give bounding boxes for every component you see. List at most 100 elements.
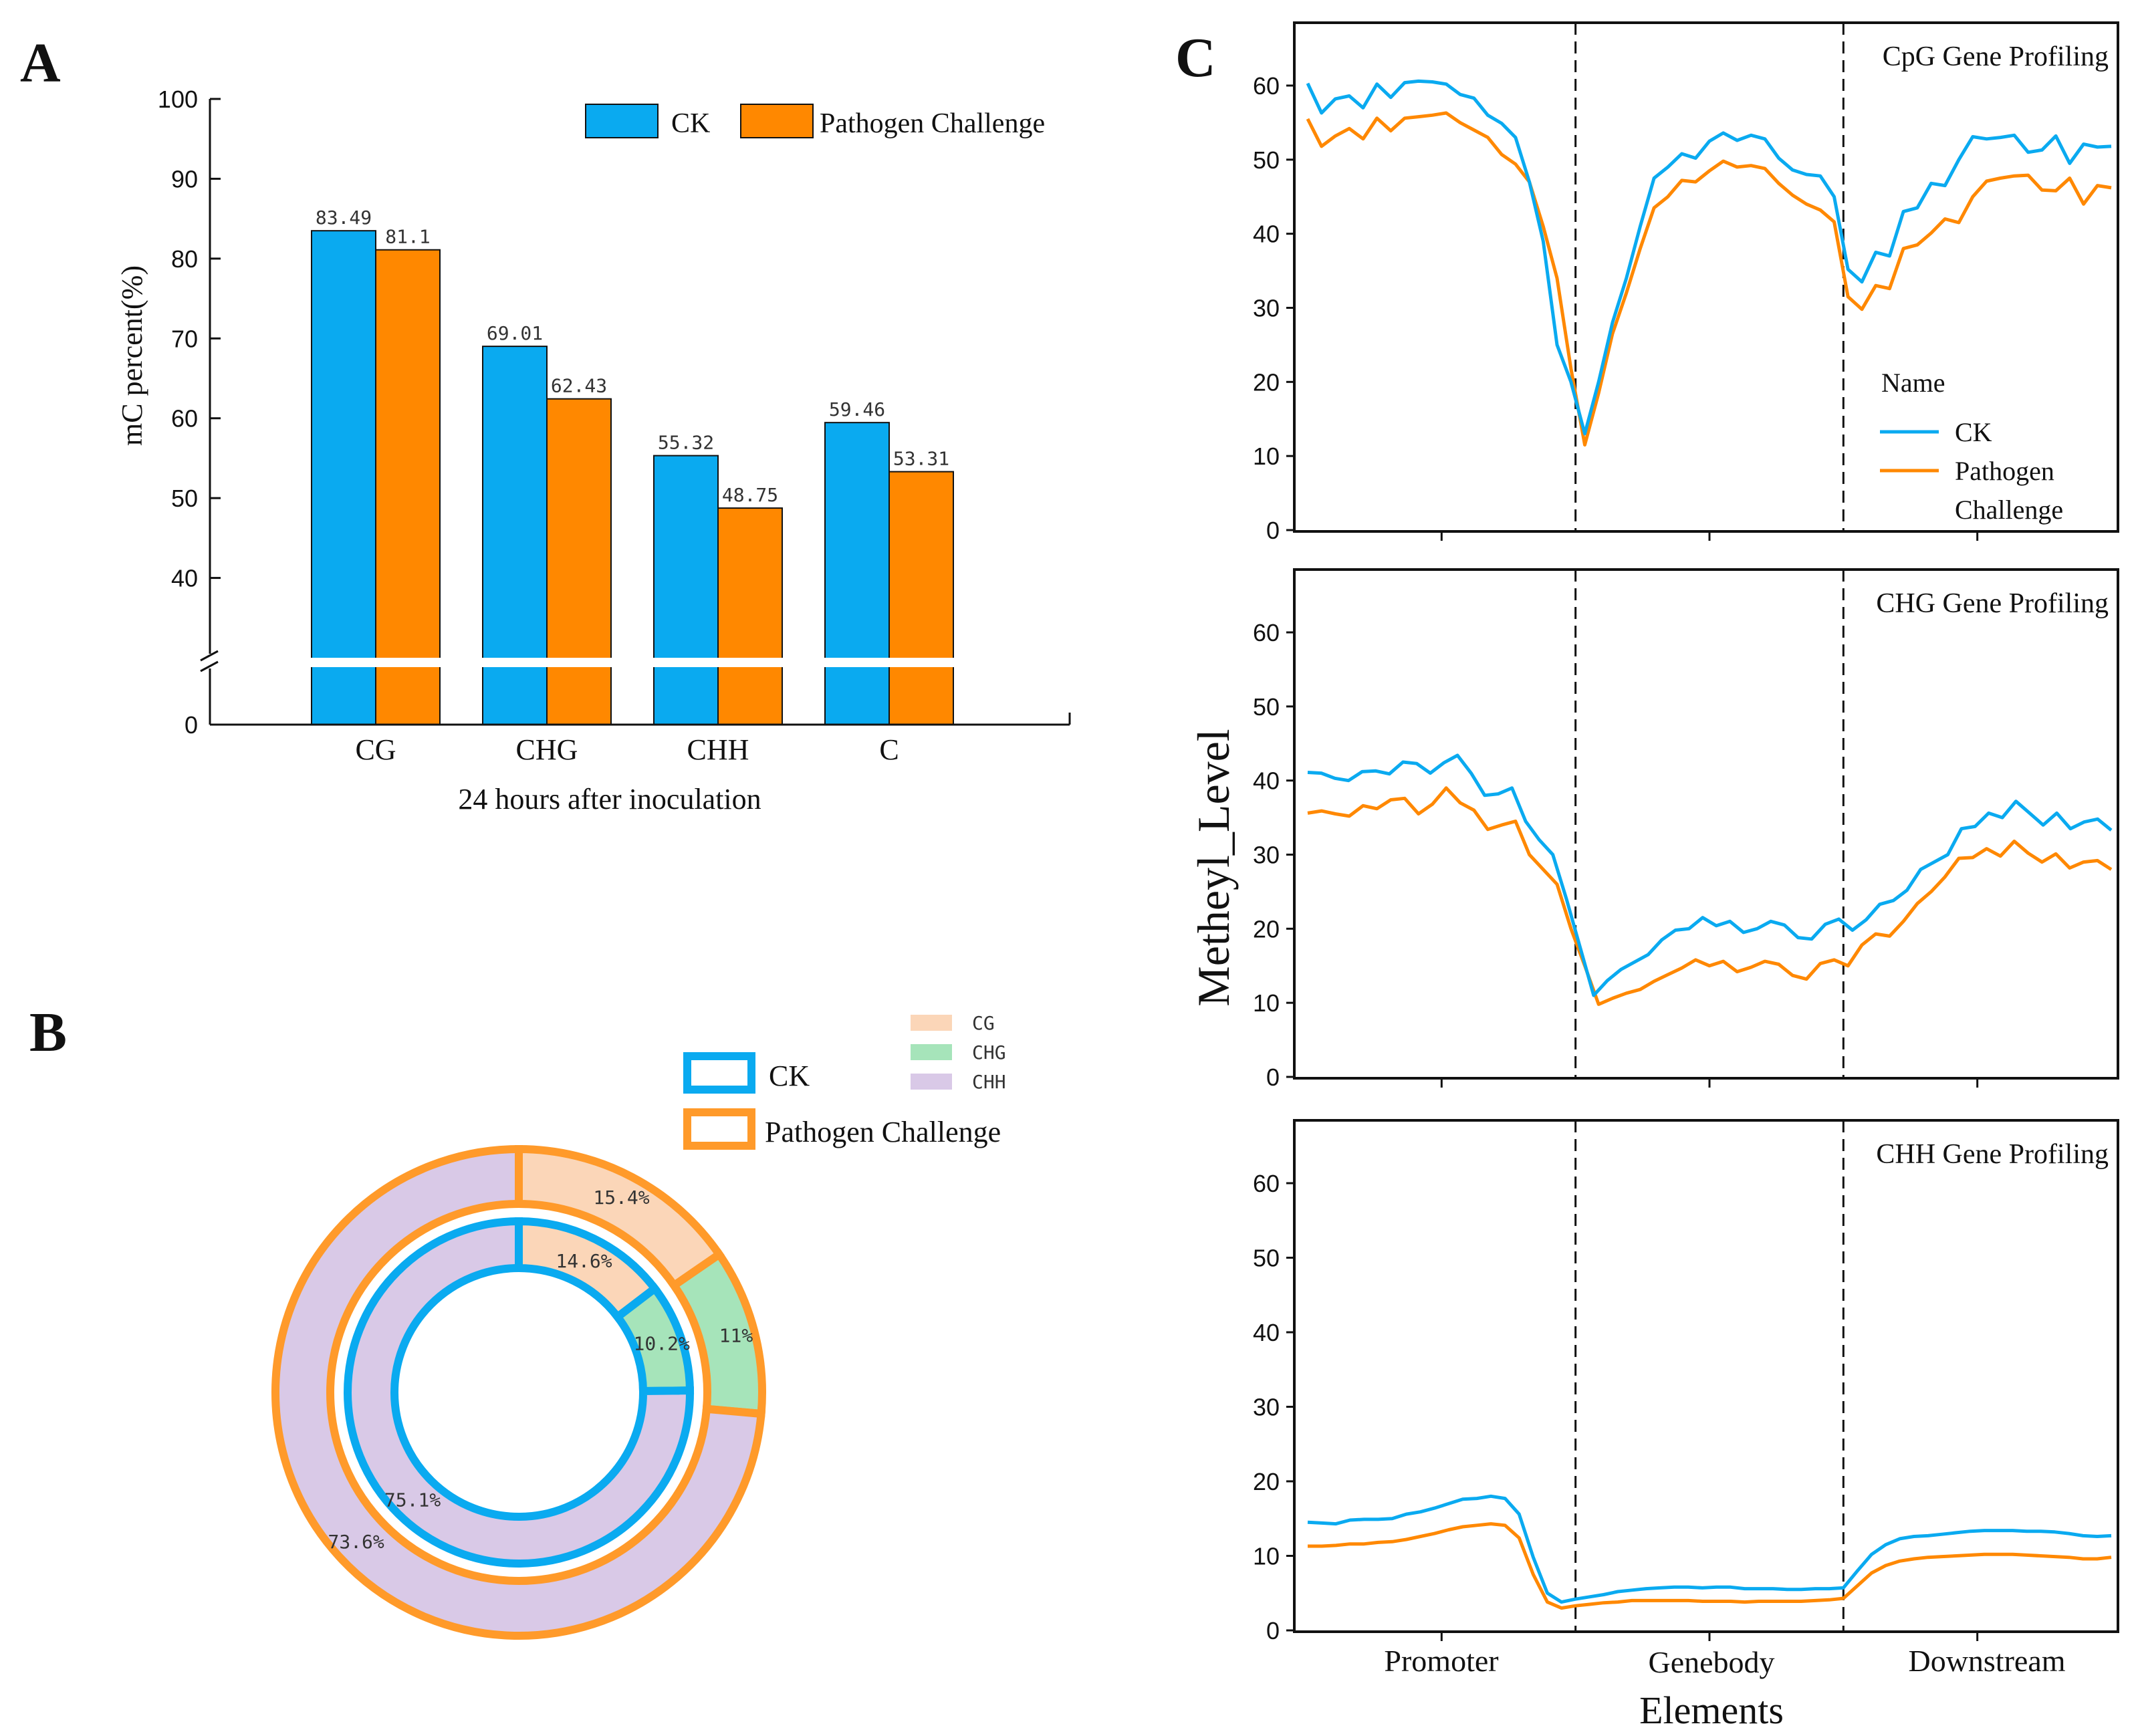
- y-axis-break-mark: [200, 650, 219, 662]
- slice-labels: 15.4% 11% 73.6% 14.6% 10.2% 75.1%: [328, 1187, 753, 1553]
- y-tick-label: 20: [1253, 915, 1280, 943]
- y-axis-title: Metheyl_Level: [1188, 729, 1239, 1006]
- bar-ck-c: [824, 422, 890, 726]
- x-axis-title: Elements: [1639, 1689, 1784, 1732]
- subplot-1: 0 10 20 30 40 50 60 CpG Gene Profiling: [1253, 21, 2119, 544]
- series-line-ck: [1306, 79, 2112, 436]
- legend-label-pathogen-line2: Challenge: [1955, 495, 2063, 525]
- y-tick-label: 20: [1253, 368, 1280, 396]
- bar-series-group: [311, 230, 954, 726]
- y-tick-label: 60: [1253, 72, 1280, 100]
- y-tick-label: 0: [1266, 517, 1280, 544]
- subplot-title: CpG Gene Profiling: [1883, 41, 2109, 72]
- subplot-2: 0 10 20 30 40 50 60 CHG Gene Profiling: [1253, 568, 2119, 1091]
- series-line-ck: [1307, 753, 2113, 997]
- bar-value-label: 83.49: [316, 207, 372, 229]
- y-tick-label: 30: [1253, 1394, 1280, 1421]
- legend-label-pathogen: Pathogen Challenge: [765, 1116, 1001, 1148]
- inner-ring-ck: [344, 1217, 695, 1568]
- legend-label-chh: CHH: [972, 1071, 1006, 1093]
- y-tick-label: 40: [1253, 221, 1280, 248]
- line-chart-panel: 0 10 20 30 40 50 60 CpG Gene Profiling 0 10 20 30 40…: [1188, 21, 2119, 1732]
- y-tick-label: 10: [1253, 443, 1280, 470]
- legend-title: Name: [1881, 368, 1945, 398]
- legend-swatch-cg: [911, 1015, 952, 1031]
- bar-value-labels: 83.49 81.1 69.01 62.43 55.32 48.75 59.46 53.31: [316, 207, 949, 506]
- y-tick-label: 90: [171, 165, 198, 193]
- bar-value-label: 59.46: [829, 398, 885, 420]
- y-tick-label: 0: [1266, 1617, 1280, 1644]
- y-tick-label: 100: [158, 86, 198, 113]
- series-line-pathogen: [1308, 1522, 2112, 1610]
- legend-label-ck: CK: [769, 1060, 810, 1092]
- y-tick-label: 50: [171, 485, 198, 512]
- bar-ck-cg: [311, 230, 376, 725]
- x-tick-label: C: [879, 733, 899, 766]
- x-tick-label: CHH: [687, 733, 749, 766]
- bar-value-label: 69.01: [487, 322, 543, 344]
- y-tick-label: 60: [171, 405, 198, 432]
- x-category-genebody: Genebody: [1648, 1645, 1774, 1679]
- bar-value-label: 55.32: [658, 432, 714, 454]
- legend-swatch-pathogen: [740, 104, 814, 138]
- x-category-downstream: Downstream: [1908, 1644, 2065, 1678]
- x-axis-title: 24 hours after inoculation: [458, 783, 761, 816]
- y-tick-label: 40: [171, 565, 198, 592]
- y-ticks: 0 40 50 60 70 80 90 100: [158, 86, 221, 739]
- y-tick-label: 50: [1253, 146, 1280, 174]
- y-tick-label: 40: [1253, 1319, 1280, 1346]
- bar-pathogen-chh: [717, 507, 783, 725]
- legend-swatch-chh: [911, 1074, 952, 1090]
- donut-chart-panel: 15.4% 11% 73.6% 14.6% 10.2% 75.1% CK Pathogen…: [271, 1012, 1006, 1640]
- y-tick-label: 80: [171, 245, 198, 273]
- outer-ring-pathogen: [271, 1144, 766, 1640]
- legend-label-cg: CG: [972, 1012, 995, 1034]
- donut-slice-label: 73.6%: [328, 1531, 384, 1553]
- legend-ring-pathogen: [683, 1108, 755, 1150]
- bar-value-label: 53.31: [893, 448, 949, 470]
- legend-label-pathogen: Pathogen Challenge: [1955, 456, 2063, 525]
- legend-label-pathogen-line1: Pathogen: [1955, 456, 2054, 486]
- subplot-frame: [1293, 568, 2119, 1080]
- bar-ck-chh: [653, 455, 719, 726]
- y-tick-label: 0: [185, 711, 198, 739]
- legend-label-pathogen: Pathogen Challenge: [820, 108, 1045, 139]
- legend-label-ck: CK: [671, 108, 710, 139]
- x-tick-label: CHG: [516, 733, 578, 766]
- donut-slice-label: 15.4%: [593, 1187, 649, 1209]
- bar-pathogen-chg: [546, 398, 612, 725]
- y-tick-label: 10: [1253, 1543, 1280, 1570]
- y-tick-label: 70: [171, 325, 198, 352]
- bar-chart-panel: 83.4981.169.0162.4355.3248.7559.4653.31 …: [116, 86, 1071, 816]
- subplot-title: CHH Gene Profiling: [1876, 1139, 2109, 1170]
- x-ticks: CG CHG CHH C: [355, 733, 899, 766]
- y-tick-label: 50: [1253, 1245, 1280, 1272]
- legend-ring-ck: [683, 1052, 755, 1094]
- panel-letter-c: C: [1175, 27, 1216, 89]
- legend-label-ck: CK: [1955, 417, 1992, 447]
- panel-letter-a: A: [20, 32, 61, 94]
- subplot-title: CHG Gene Profiling: [1876, 588, 2109, 619]
- legend-swatch-ck: [585, 104, 659, 138]
- y-tick-label: 40: [1253, 767, 1280, 795]
- axis-break-band: [294, 658, 1070, 667]
- y-tick-label: 50: [1253, 693, 1280, 721]
- donut-slice-label: 10.2%: [634, 1332, 690, 1354]
- donut-slice-chh-pathogen-challenge: [271, 1144, 766, 1640]
- legend-swatch-chg: [911, 1044, 952, 1060]
- y-tick-label: 30: [1253, 295, 1280, 322]
- subplot-frame: [1293, 21, 2119, 533]
- donut-slice-label: 14.6%: [556, 1250, 612, 1272]
- y-tick-label: 20: [1253, 1468, 1280, 1495]
- x-tick-label: CG: [355, 733, 396, 766]
- panel-letter-b: B: [29, 1001, 67, 1064]
- x-category-promoter: Promoter: [1384, 1644, 1498, 1678]
- y-tick-label: 10: [1253, 989, 1280, 1017]
- y-tick-label: 30: [1253, 842, 1280, 869]
- series-line-pathogen: [1306, 111, 2112, 447]
- bar-value-label: 48.75: [722, 484, 778, 506]
- legend-label-chg: CHG: [972, 1041, 1006, 1064]
- donut-slice-chh-ck: [344, 1217, 694, 1568]
- y-tick-label: 0: [1266, 1064, 1280, 1091]
- subplot-frame: [1293, 1119, 2119, 1633]
